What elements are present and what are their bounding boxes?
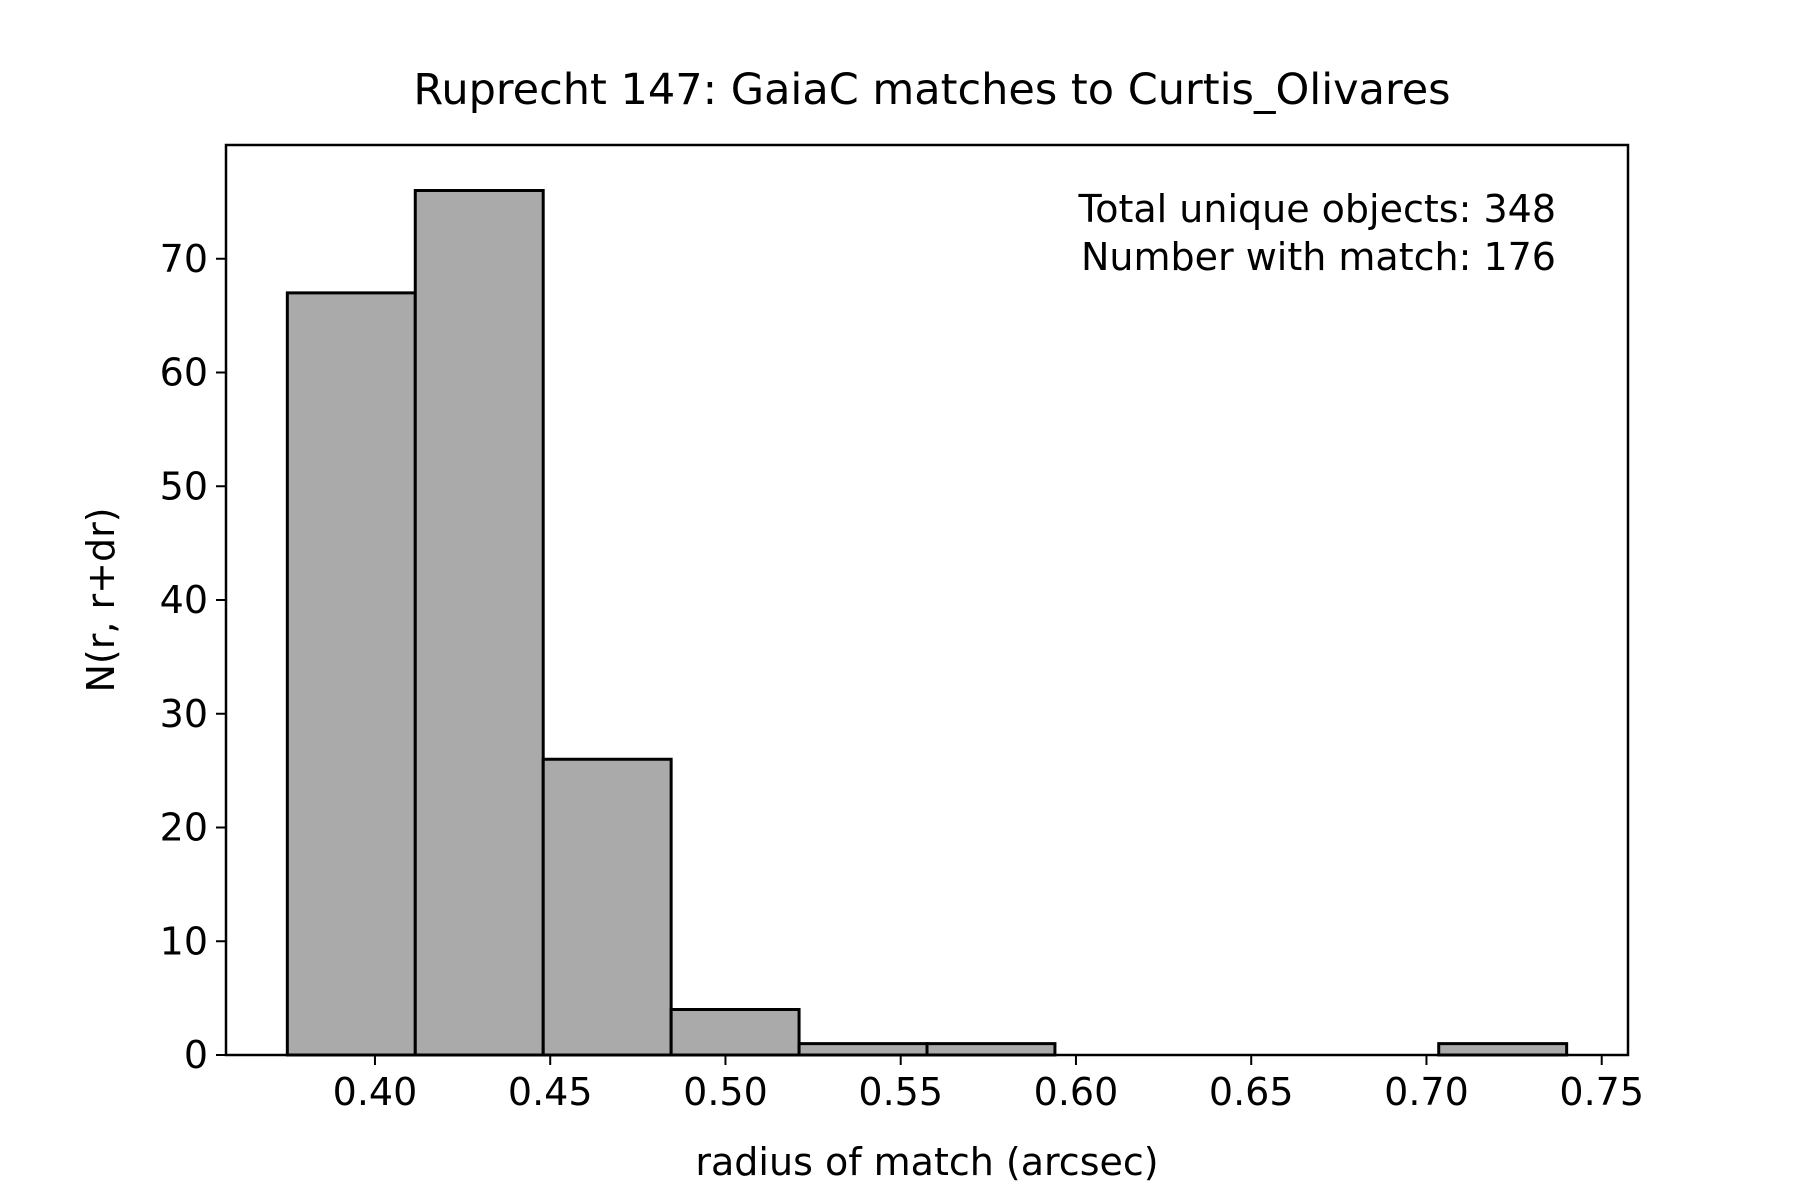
histogram-bar <box>285 291 417 1057</box>
y-axis-ticks: 0 10 20 30 40 50 60 70 <box>160 237 226 1077</box>
chart-title: Ruprecht 147: GaiaC matches to Curtis_Ol… <box>413 65 1450 115</box>
y-tick-label: 0 <box>184 1033 208 1077</box>
histogram-bar <box>797 1042 929 1057</box>
histogram-bar <box>413 189 545 1057</box>
histogram-bar <box>541 757 673 1057</box>
y-tick-label: 60 <box>160 351 208 395</box>
x-tick-label: 0.55 <box>858 1070 943 1114</box>
x-axis-ticks: 0.40 0.45 0.50 0.55 0.60 0.65 0.70 0.75 <box>333 1055 1644 1114</box>
y-tick-label: 30 <box>160 692 208 736</box>
annotation-total-unique: Total unique objects: 348 <box>1077 187 1556 231</box>
y-tick-label: 20 <box>160 806 208 850</box>
histogram-bar <box>925 1042 1057 1057</box>
x-tick-label: 0.75 <box>1559 1070 1644 1114</box>
annotation-number-with-match: Number with match: 176 <box>1081 235 1556 279</box>
y-tick-label: 70 <box>160 237 208 281</box>
x-tick-label: 0.70 <box>1384 1070 1469 1114</box>
y-tick-label: 10 <box>160 919 208 963</box>
x-tick-label: 0.50 <box>683 1070 768 1114</box>
histogram-bar <box>1437 1042 1569 1057</box>
x-tick-label: 0.60 <box>1034 1070 1119 1114</box>
histogram-bars <box>285 189 1569 1057</box>
histogram-bar <box>669 1008 801 1057</box>
y-tick-label: 40 <box>160 578 208 622</box>
y-axis-label: N(r, r+dr) <box>79 507 123 692</box>
x-tick-label: 0.65 <box>1209 1070 1294 1114</box>
y-tick-label: 50 <box>160 464 208 508</box>
x-axis-label: radius of match (arcsec) <box>695 1140 1158 1184</box>
x-tick-label: 0.45 <box>508 1070 593 1114</box>
x-tick-label: 0.40 <box>333 1070 418 1114</box>
